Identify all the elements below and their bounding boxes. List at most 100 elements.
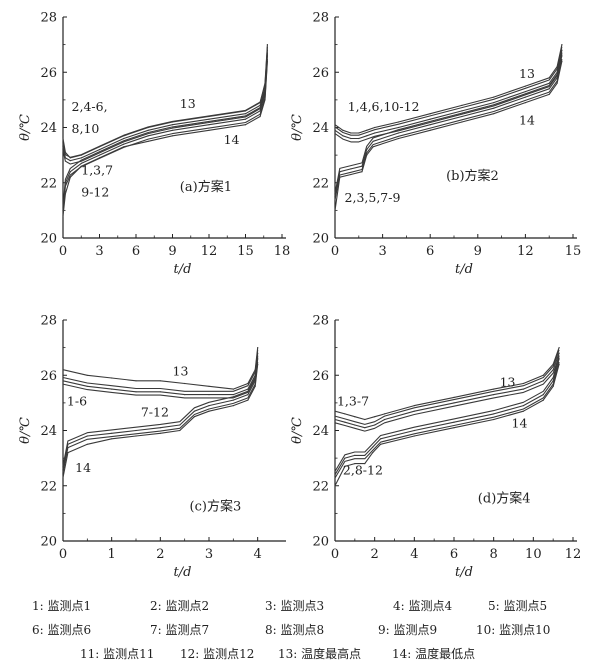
data-point (413, 429, 415, 432)
x-tick-label: 6 (132, 244, 140, 259)
x-axis-label: t/d (174, 262, 192, 277)
series-line (334, 349, 560, 425)
series-line (62, 58, 268, 214)
data-point (64, 157, 66, 159)
series-line (62, 355, 259, 467)
series-annotation: 14 (75, 460, 91, 475)
data-point (80, 162, 82, 164)
data-point (364, 427, 366, 429)
legend-entry: 10: 监测点10 (476, 623, 550, 637)
data-point (358, 132, 360, 134)
x-tick-label: 3 (378, 244, 386, 259)
data-point (147, 140, 149, 142)
data-point (374, 424, 376, 426)
data-point (374, 416, 376, 418)
legend-entry: 6: 监测点6 (32, 623, 91, 637)
data-point (561, 55, 563, 57)
y-tick-label: 28 (312, 11, 329, 26)
series-a-1 (62, 46, 268, 165)
data-point (461, 115, 463, 118)
series-d-2 (334, 355, 560, 479)
series-annotation: 2,3,5,7-9 (345, 190, 401, 205)
legend-entry: 12: 监测点12 (180, 647, 254, 661)
series-line (334, 61, 563, 211)
x-tick-label: 0 (331, 547, 339, 562)
y-axis-label: θ/℃ (18, 114, 33, 141)
data-point (98, 154, 101, 156)
data-point (171, 124, 174, 126)
data-point (123, 137, 125, 140)
x-tick-label: 8 (490, 547, 498, 562)
data-point (374, 126, 376, 129)
data-point (493, 413, 495, 415)
legend-entry: 11: 监测点11 (80, 647, 154, 661)
data-point (493, 107, 495, 109)
chart-panel-c: 20 22 24 26 28 0 1 2 3 4 t/d θ/℃ 13 1-6 7-12 14 (c)方案3 (18, 314, 286, 580)
series-annotation: 14 (512, 416, 528, 431)
data-point (524, 102, 527, 104)
data-point (364, 418, 366, 421)
series-annotation: 9-12 (81, 185, 109, 200)
data-point (339, 176, 341, 178)
data-point (542, 399, 544, 401)
data-point (558, 347, 560, 349)
series-annotation: 13 (500, 374, 516, 389)
data-point (556, 77, 558, 79)
series-c-2 (62, 355, 259, 473)
data-point (342, 129, 344, 131)
data-point (397, 137, 400, 140)
series-annotation: 1,4,6,10-12 (348, 99, 420, 114)
data-point (413, 435, 415, 437)
data-point (247, 399, 249, 401)
y-tick-label: 20 (40, 232, 57, 247)
data-point (350, 173, 352, 176)
data-point (64, 182, 66, 184)
data-point (123, 143, 125, 145)
data-point (429, 118, 431, 120)
data-point (453, 427, 455, 429)
data-point (524, 96, 527, 98)
data-point (453, 396, 455, 398)
data-point (366, 154, 368, 156)
data-point (558, 363, 560, 365)
data-point (266, 55, 268, 57)
x-tick-label: 2 (156, 547, 164, 562)
data-point (86, 385, 88, 387)
data-point (334, 196, 336, 198)
x-axis-label: t/d (174, 565, 192, 580)
data-point (159, 391, 161, 393)
legend-entry: 3: 监测点3 (265, 599, 324, 613)
y-tick-label: 24 (40, 121, 57, 136)
data-point (208, 124, 210, 126)
data-point (522, 410, 525, 412)
data-point (184, 382, 186, 385)
data-point (354, 424, 356, 426)
y-tick-label: 26 (312, 369, 329, 384)
y-axis-label: θ/℃ (290, 114, 305, 141)
data-point (334, 124, 336, 126)
series-line (334, 58, 563, 201)
panel-title: (b)方案2 (446, 168, 499, 184)
series-annotation: 13 (180, 96, 196, 111)
data-point (69, 176, 71, 178)
series-c-3 (62, 363, 259, 479)
data-point (232, 405, 234, 407)
data-point (147, 135, 149, 137)
y-tick-label: 22 (40, 479, 57, 494)
data-point (257, 363, 259, 365)
x-tick-label: 6 (426, 244, 434, 259)
legend-entry: 9: 监测点9 (378, 623, 437, 637)
data-point (334, 418, 336, 421)
data-point (372, 452, 374, 454)
x-axis-label: t/d (455, 262, 473, 277)
data-point (334, 485, 336, 487)
data-point (179, 429, 181, 432)
data-point (232, 394, 234, 396)
data-point (344, 457, 346, 459)
data-point (453, 402, 455, 404)
series-line (62, 53, 268, 165)
series-c-1 (62, 349, 259, 399)
y-tick-label: 26 (40, 369, 57, 384)
x-tick-label: 2 (371, 547, 379, 562)
data-point (522, 388, 525, 390)
